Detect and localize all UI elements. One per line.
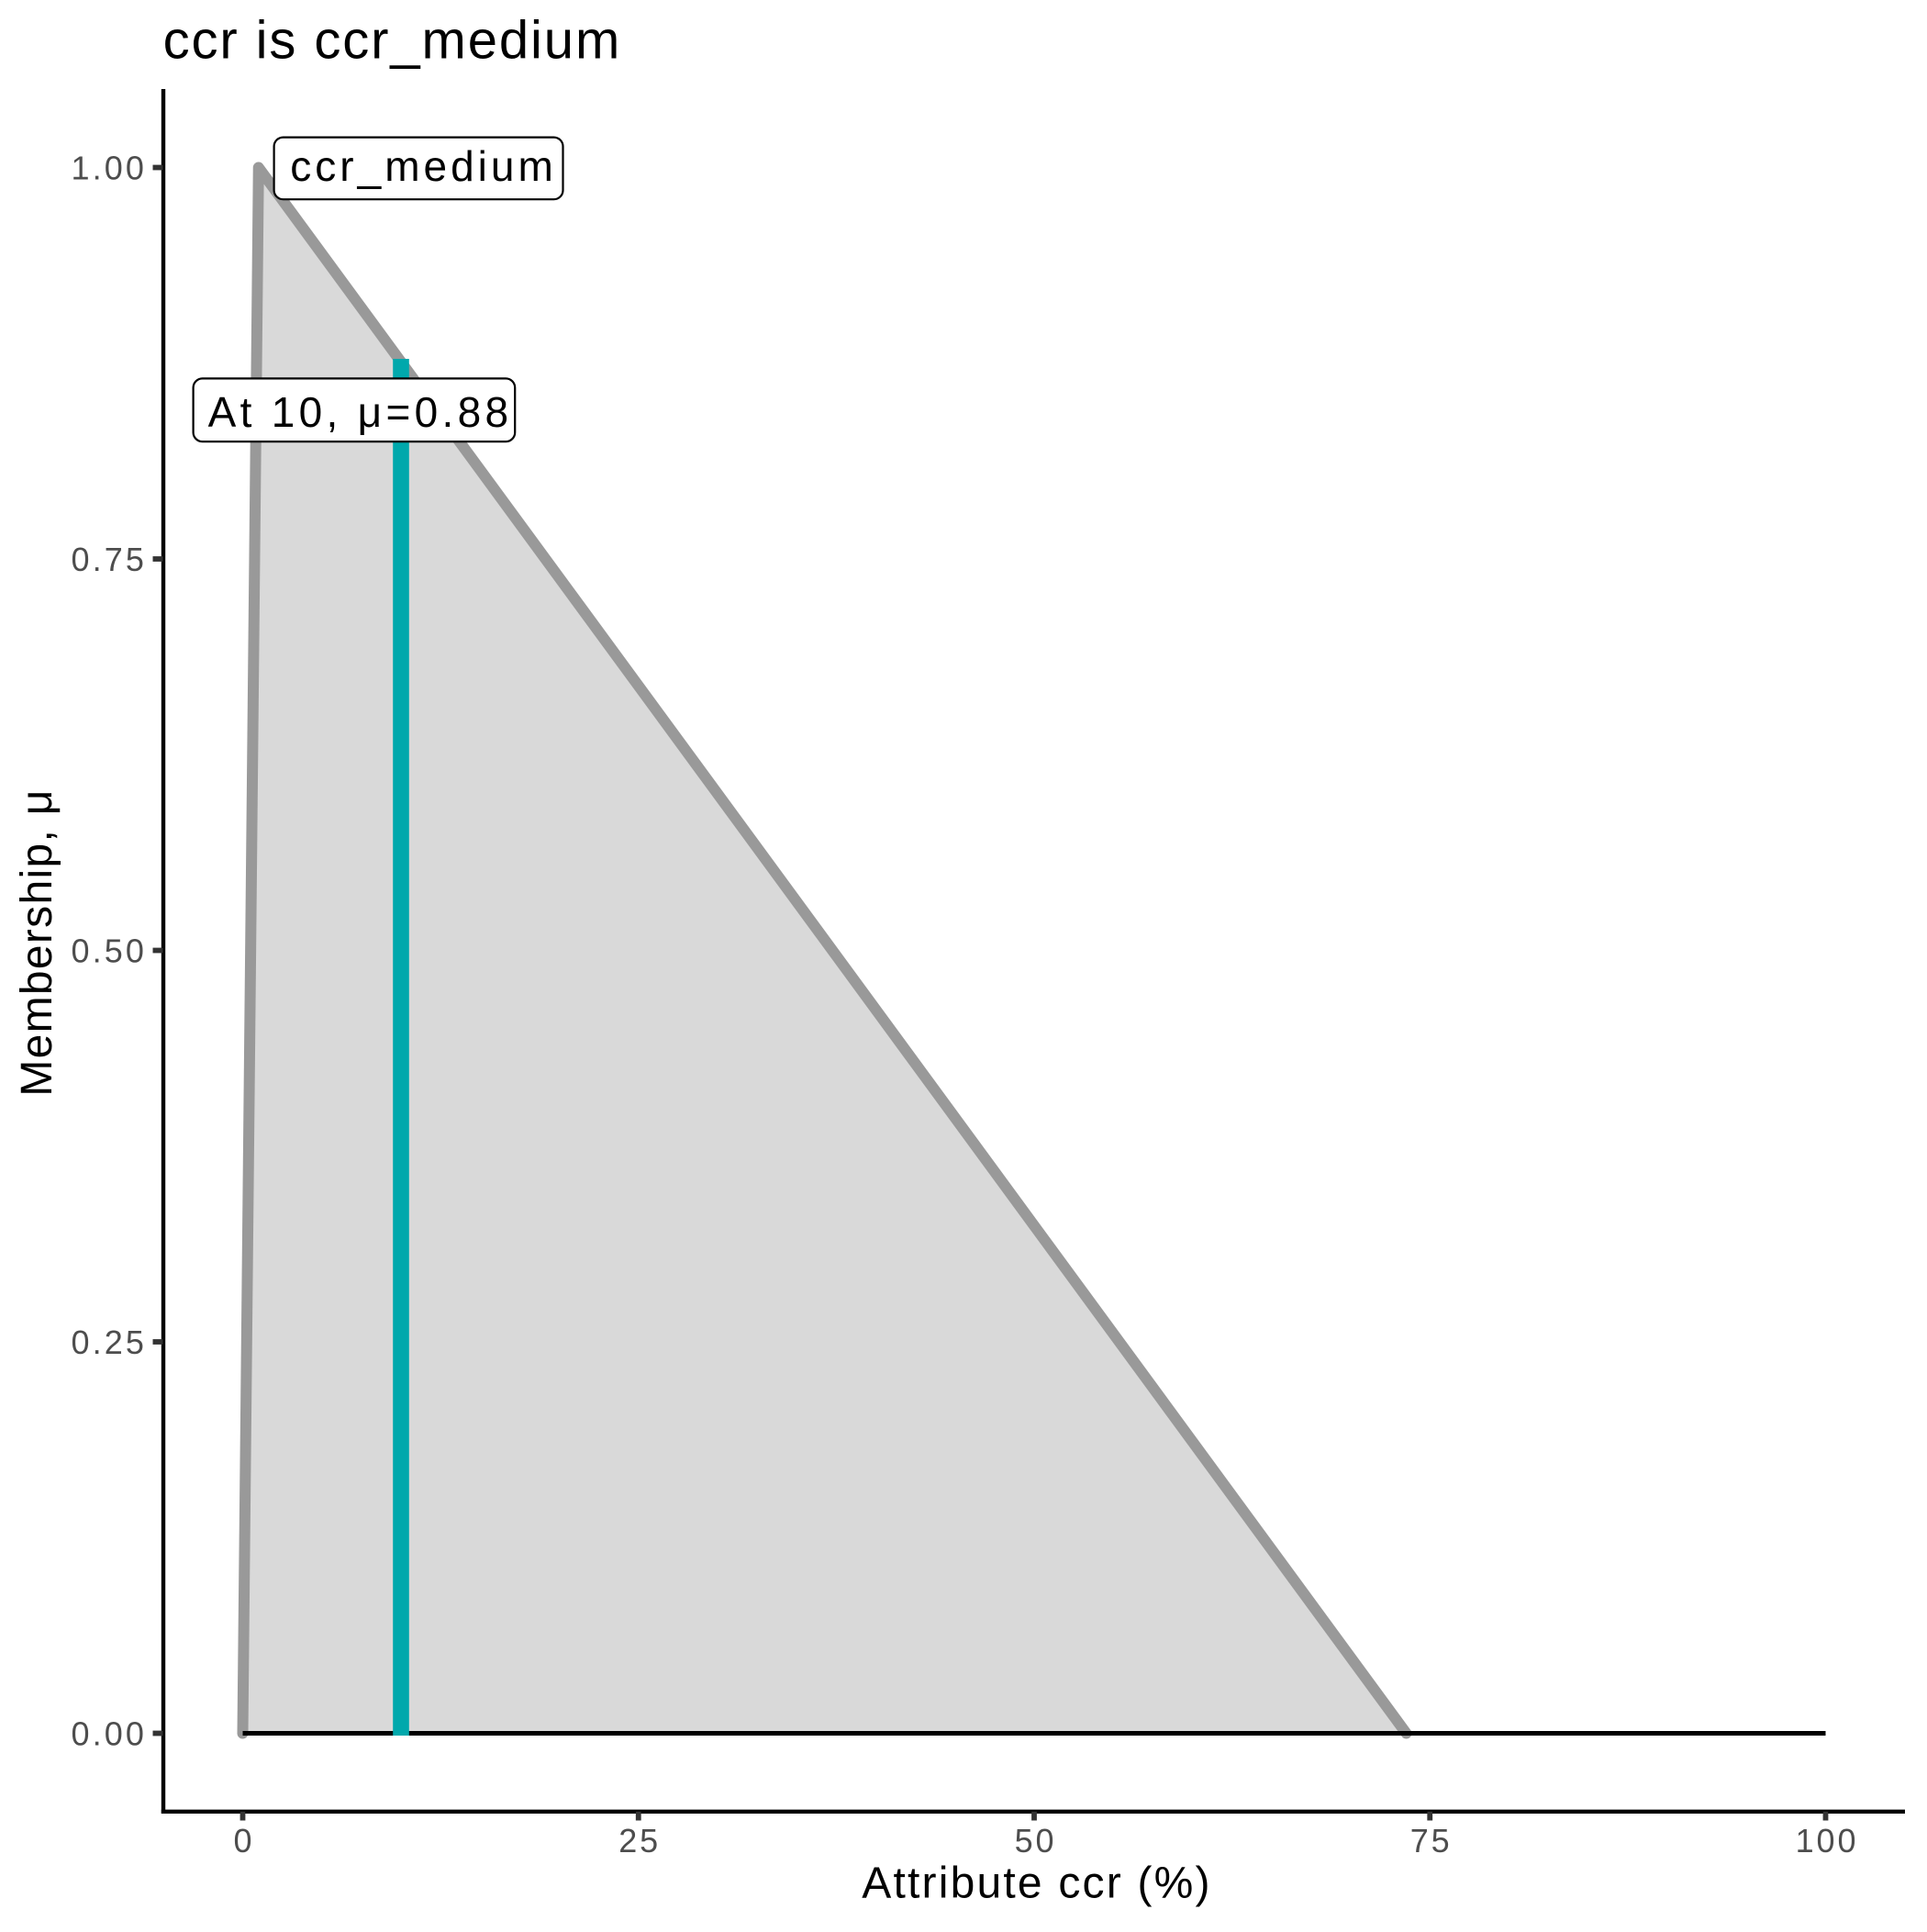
svg-text:100: 100 [1796,1822,1859,1859]
svg-text:0.75: 0.75 [72,541,147,578]
svg-text:25: 25 [618,1822,661,1859]
svg-text:At 10, μ=0.88: At 10, μ=0.88 [208,388,513,436]
svg-text:50: 50 [1015,1822,1057,1859]
svg-text:ccr_medium: ccr_medium [290,142,557,190]
svg-text:0.25: 0.25 [72,1323,147,1361]
svg-text:1.00: 1.00 [72,149,147,186]
svg-text:0.50: 0.50 [72,932,147,969]
svg-text:Membership, μ: Membership, μ [13,788,61,1096]
svg-text:0: 0 [234,1822,255,1859]
svg-text:0.00: 0.00 [72,1714,147,1752]
svg-text:Attribute ccr (%): Attribute ccr (%) [862,1859,1211,1908]
svg-text:75: 75 [1410,1822,1453,1859]
svg-text:ccr is ccr_medium: ccr is ccr_medium [163,11,622,71]
